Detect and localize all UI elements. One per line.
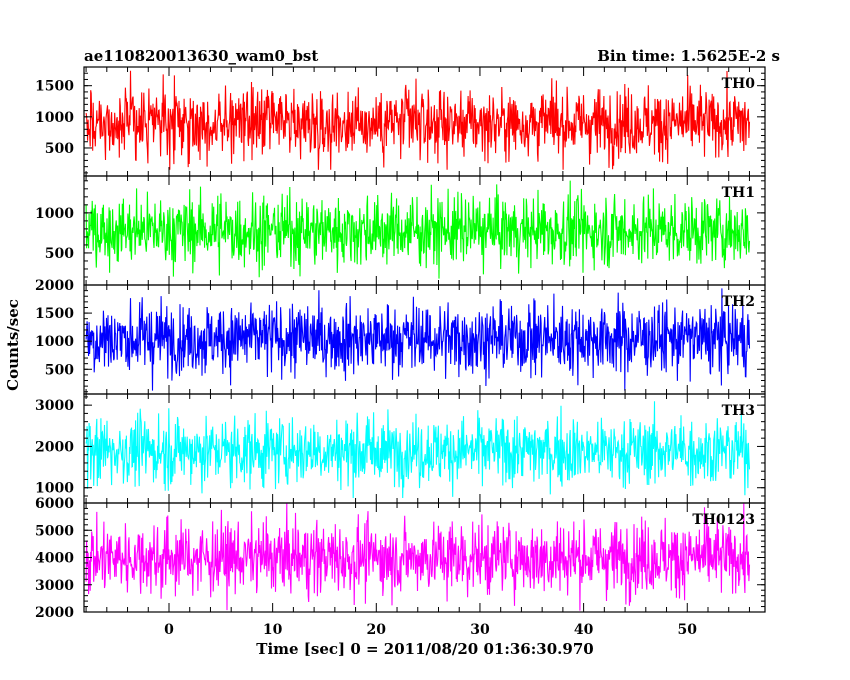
x-axis-title: Time [sec] 0 = 2011/08/20 01:36:30.970 bbox=[256, 640, 593, 658]
series-line-th1 bbox=[85, 180, 751, 279]
y-tick-label: 1000 bbox=[35, 334, 74, 350]
x-tick-label: 50 bbox=[678, 622, 698, 638]
x-tick-label: 40 bbox=[574, 622, 594, 638]
y-tick-label: 500 bbox=[45, 246, 74, 262]
chart-title: ae110820013630_wam0_bst bbox=[84, 47, 318, 65]
x-tick-label: 30 bbox=[470, 622, 490, 638]
y-tick-label: 5000 bbox=[35, 523, 74, 539]
y-tick-label: 1500 bbox=[35, 306, 74, 322]
chart-subtitle: Bin time: 1.5625E-2 s bbox=[597, 47, 780, 65]
y-tick-label: 500 bbox=[45, 141, 74, 157]
panel-label-th1: TH1 bbox=[722, 185, 755, 201]
y-tick-label: 2000 bbox=[35, 439, 74, 455]
y-tick-label: 4000 bbox=[35, 551, 74, 567]
y-tick-label: 1000 bbox=[35, 481, 74, 497]
y-tick-label: 500 bbox=[45, 362, 74, 378]
y-tick-label: 2000 bbox=[35, 278, 74, 294]
x-tick-label: 20 bbox=[367, 622, 387, 638]
panel-th3: 1000 2000 3000 TH3 bbox=[35, 393, 766, 504]
y-tick-label: 3000 bbox=[35, 398, 74, 414]
panel-th2: 500 1000 1500 2000 TH2 bbox=[35, 278, 766, 395]
series-line-th3 bbox=[85, 401, 751, 499]
x-tick-label: 10 bbox=[263, 622, 283, 638]
y-tick-label: 3000 bbox=[35, 578, 74, 594]
x-tick-label: 0 bbox=[164, 622, 174, 638]
panel-label-th0: TH0 bbox=[722, 76, 756, 92]
series-line-th2 bbox=[85, 288, 751, 391]
panel-label-th2: TH2 bbox=[722, 294, 755, 310]
y-tick-label: 1000 bbox=[35, 110, 74, 126]
y-axis-title: Counts/sec bbox=[4, 299, 22, 391]
y-tick-label: 2000 bbox=[35, 605, 74, 621]
y-tick-label: 1500 bbox=[35, 79, 74, 95]
panel-label-th0123: TH0123 bbox=[692, 512, 755, 528]
panel-th0123: 2000 3000 4000 5000 6000 TH0123 bbox=[35, 496, 766, 621]
y-tick-label: 1000 bbox=[35, 206, 74, 222]
panel-th1: 500 1000 TH1 bbox=[35, 175, 766, 286]
y-tick-label: 6000 bbox=[35, 496, 74, 512]
panel-label-th3: TH3 bbox=[722, 403, 755, 419]
series-line-th0123 bbox=[85, 503, 751, 611]
panel-th0: 500 1000 1500 TH0 bbox=[35, 66, 766, 177]
series-line-th0 bbox=[85, 70, 751, 170]
